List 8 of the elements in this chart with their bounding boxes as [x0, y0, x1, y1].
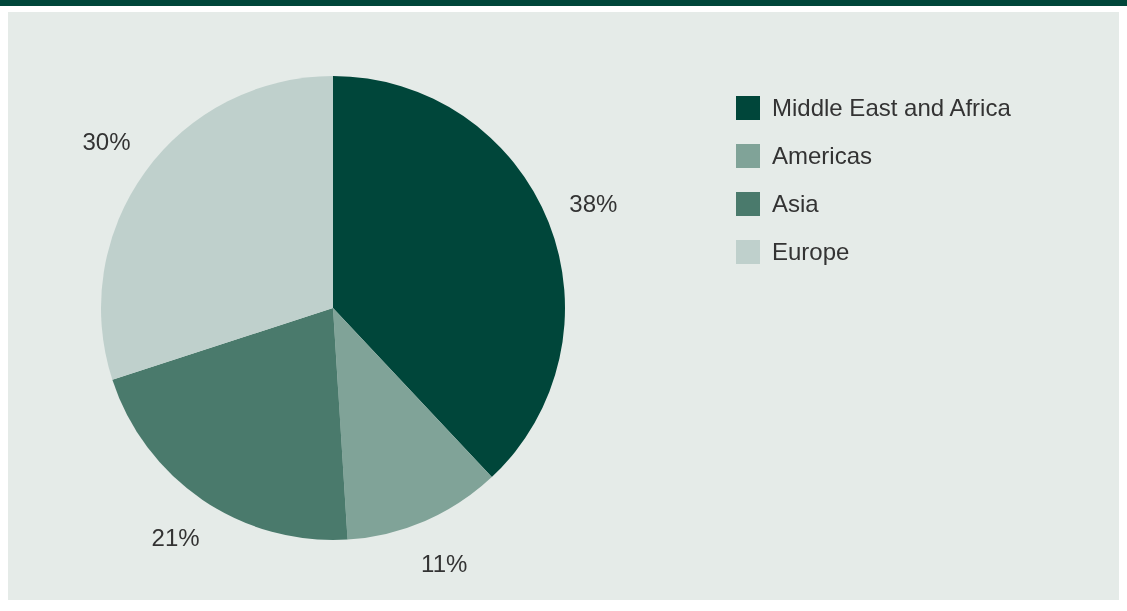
legend-label: Asia: [772, 190, 819, 218]
data-label: 30%: [82, 128, 131, 156]
data-label: 38%: [569, 189, 618, 217]
legend-label: Americas: [772, 142, 873, 170]
data-label: 11%: [421, 549, 468, 577]
legend-label: Middle East and Africa: [772, 94, 1011, 122]
data-label: 21%: [151, 524, 200, 552]
legend-label: Europe: [772, 238, 850, 266]
